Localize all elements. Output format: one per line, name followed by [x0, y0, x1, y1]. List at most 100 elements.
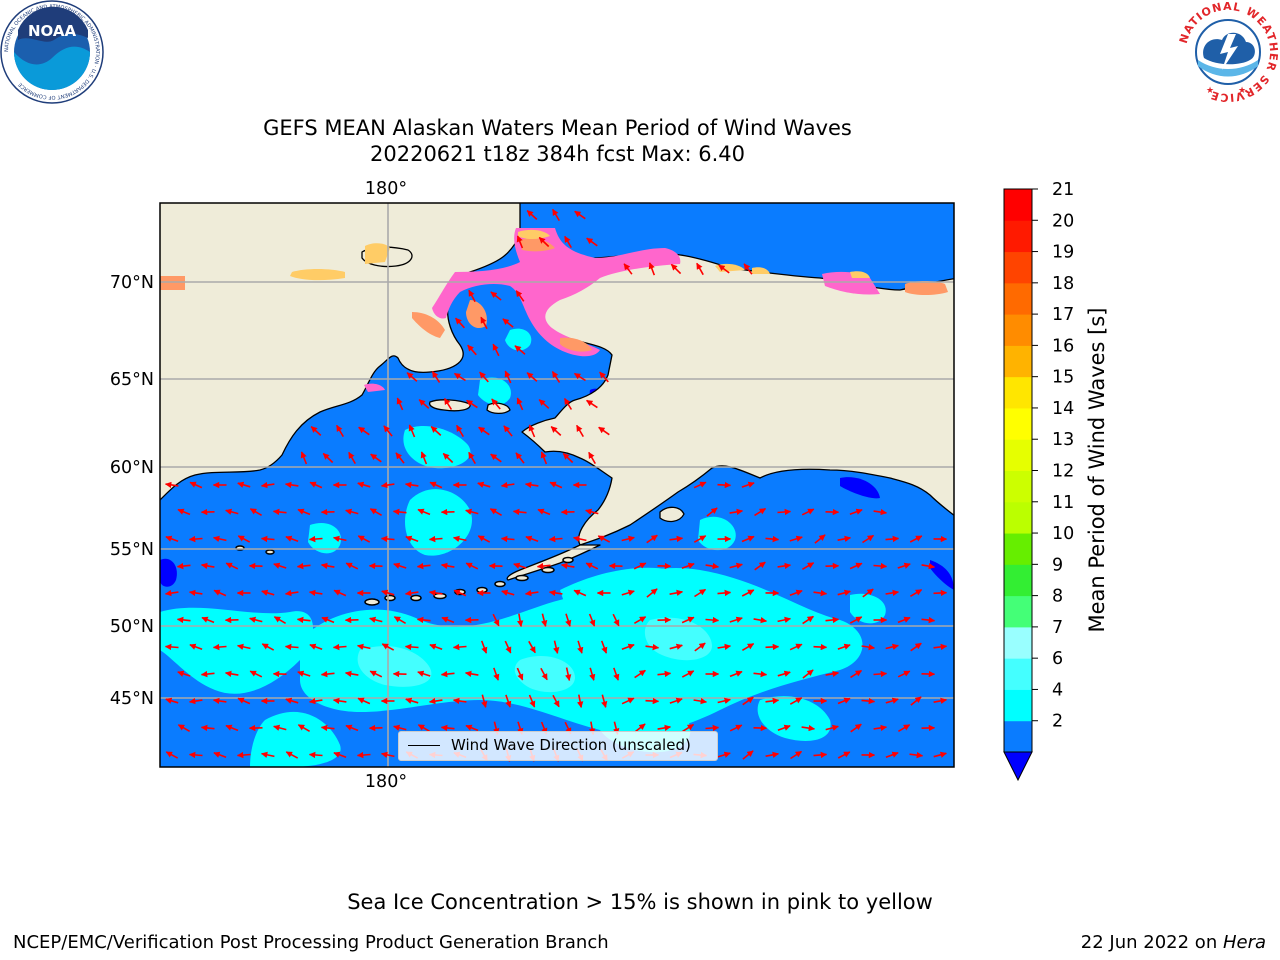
wind-wave-arrow — [789, 697, 803, 705]
wind-wave-arrow — [837, 589, 851, 596]
colorbar-segment — [1004, 251, 1032, 284]
wind-wave-arrow — [200, 724, 215, 732]
wind-wave-arrow — [765, 697, 780, 705]
wind-wave-arrow — [586, 237, 598, 247]
wind-wave-arrow — [332, 535, 347, 542]
colorbar-segment — [1004, 720, 1032, 753]
colorbar-segment — [1004, 220, 1032, 253]
wind-wave-arrow — [789, 535, 803, 542]
wind-wave-arrow — [765, 643, 780, 651]
wind-wave-arrow — [406, 372, 418, 382]
wind-wave-arrow — [538, 399, 550, 409]
wind-wave-arrow — [200, 562, 215, 570]
colorbar-tick-label: 4 — [1052, 680, 1063, 700]
colorbar-tick-label: 17 — [1052, 305, 1074, 325]
wind-wave-arrow — [504, 640, 512, 654]
wind-wave-arrow — [308, 751, 323, 759]
wind-wave-arrow — [601, 694, 608, 708]
wind-wave-arrow — [515, 452, 525, 464]
wind-wave-arrow — [705, 562, 720, 570]
footer-right: 22 Jun 2022 on Hera — [1081, 932, 1266, 953]
wind-wave-arrow — [909, 589, 923, 597]
wind-wave-arrow — [573, 372, 586, 382]
wind-wave-arrow — [480, 640, 488, 654]
colorbar-tick-label: 20 — [1052, 211, 1074, 231]
wind-wave-arrow — [405, 697, 419, 704]
wind-wave-arrow — [765, 535, 780, 543]
wind-wave-arrow — [320, 562, 335, 570]
colorbar-tick-label: 7 — [1052, 618, 1063, 638]
wind-wave-arrow — [453, 589, 467, 597]
wind-wave-arrow — [453, 372, 466, 382]
svg-text:★: ★ — [1238, 86, 1246, 96]
wind-wave-arrow — [249, 616, 263, 623]
wind-wave-arrow — [428, 535, 443, 543]
wind-wave-arrow — [633, 562, 647, 570]
wind-wave-arrow — [417, 724, 431, 732]
wind-wave-arrow — [177, 508, 191, 516]
wind-wave-arrow — [897, 562, 911, 569]
colorbar-segment — [1004, 501, 1032, 534]
wind-wave-arrow — [921, 616, 936, 624]
colorbar-segment — [1004, 407, 1032, 440]
wind-wave-arrow — [753, 616, 768, 624]
wind-wave-arrow — [165, 697, 179, 704]
wind-wave-arrow — [560, 562, 575, 570]
wind-wave-arrow — [308, 697, 323, 705]
wind-wave-arrow — [273, 724, 287, 731]
wind-wave-arrow — [369, 508, 383, 516]
wind-wave-arrow — [885, 751, 899, 759]
wind-wave-arrow — [634, 669, 646, 679]
wind-wave-arrow — [500, 481, 515, 489]
wind-wave-arrow — [479, 371, 489, 383]
wind-wave-arrow — [910, 642, 922, 652]
wind-wave-arrow — [862, 534, 875, 544]
wind-wave-arrow — [813, 643, 828, 651]
wind-wave-arrow — [885, 697, 899, 704]
wind-wave-arrow — [528, 424, 536, 438]
wind-wave-arrow — [528, 640, 536, 654]
colorbar-segment — [1004, 314, 1032, 346]
wind-wave-arrow — [477, 535, 491, 543]
wind-wave-arrow — [189, 481, 203, 489]
wind-wave-arrow — [564, 235, 572, 249]
wind-wave-arrow — [850, 669, 863, 679]
wind-wave-arrow — [308, 535, 323, 543]
wind-wave-arrow — [417, 670, 431, 677]
colorbar-tick-label: 12 — [1052, 462, 1074, 482]
colorbar-tick-label: 10 — [1052, 524, 1074, 544]
wind-wave-arrow — [669, 643, 683, 650]
wind-wave-arrow — [345, 562, 359, 570]
wind-wave-arrow — [165, 751, 179, 759]
wind-wave-arrow — [260, 481, 275, 489]
wind-wave-arrow — [416, 562, 431, 570]
colorbar-segment — [1004, 533, 1032, 565]
wind-wave-arrow — [404, 589, 419, 597]
wind-wave-arrow — [669, 589, 684, 597]
wind-wave-arrow — [586, 399, 598, 409]
wind-wave-arrow — [572, 535, 587, 542]
wind-wave-arrow — [212, 697, 227, 705]
wind-wave-arrow — [873, 508, 888, 516]
wind-wave-arrow — [189, 643, 203, 650]
wind-wave-arrow — [164, 481, 179, 489]
wind-wave-arrow — [909, 535, 923, 543]
wind-wave-arrow — [563, 397, 573, 410]
wind-wave-arrow — [501, 589, 515, 596]
nws-logo: NATIONAL WEATHER SERVICE ★ ★ — [1177, 0, 1279, 104]
wind-wave-arrow — [505, 694, 512, 708]
wind-wave-arrow — [236, 643, 251, 650]
wind-wave-arrow — [540, 667, 548, 681]
wind-wave-arrow — [525, 535, 539, 542]
wind-wave-arrow — [369, 616, 383, 623]
wind-wave-arrow — [345, 724, 359, 732]
wind-wave-arrow — [648, 262, 656, 276]
wind-wave-arrow — [645, 697, 660, 705]
colorbar-segment — [1004, 626, 1032, 659]
wind-wave-arrow — [440, 562, 455, 570]
wind-wave-arrow — [188, 535, 203, 543]
wind-wave-arrow — [165, 535, 179, 542]
wind-wave-arrow — [225, 562, 239, 570]
wind-wave-arrow — [933, 697, 948, 705]
wind-wave-arrow — [524, 481, 539, 489]
